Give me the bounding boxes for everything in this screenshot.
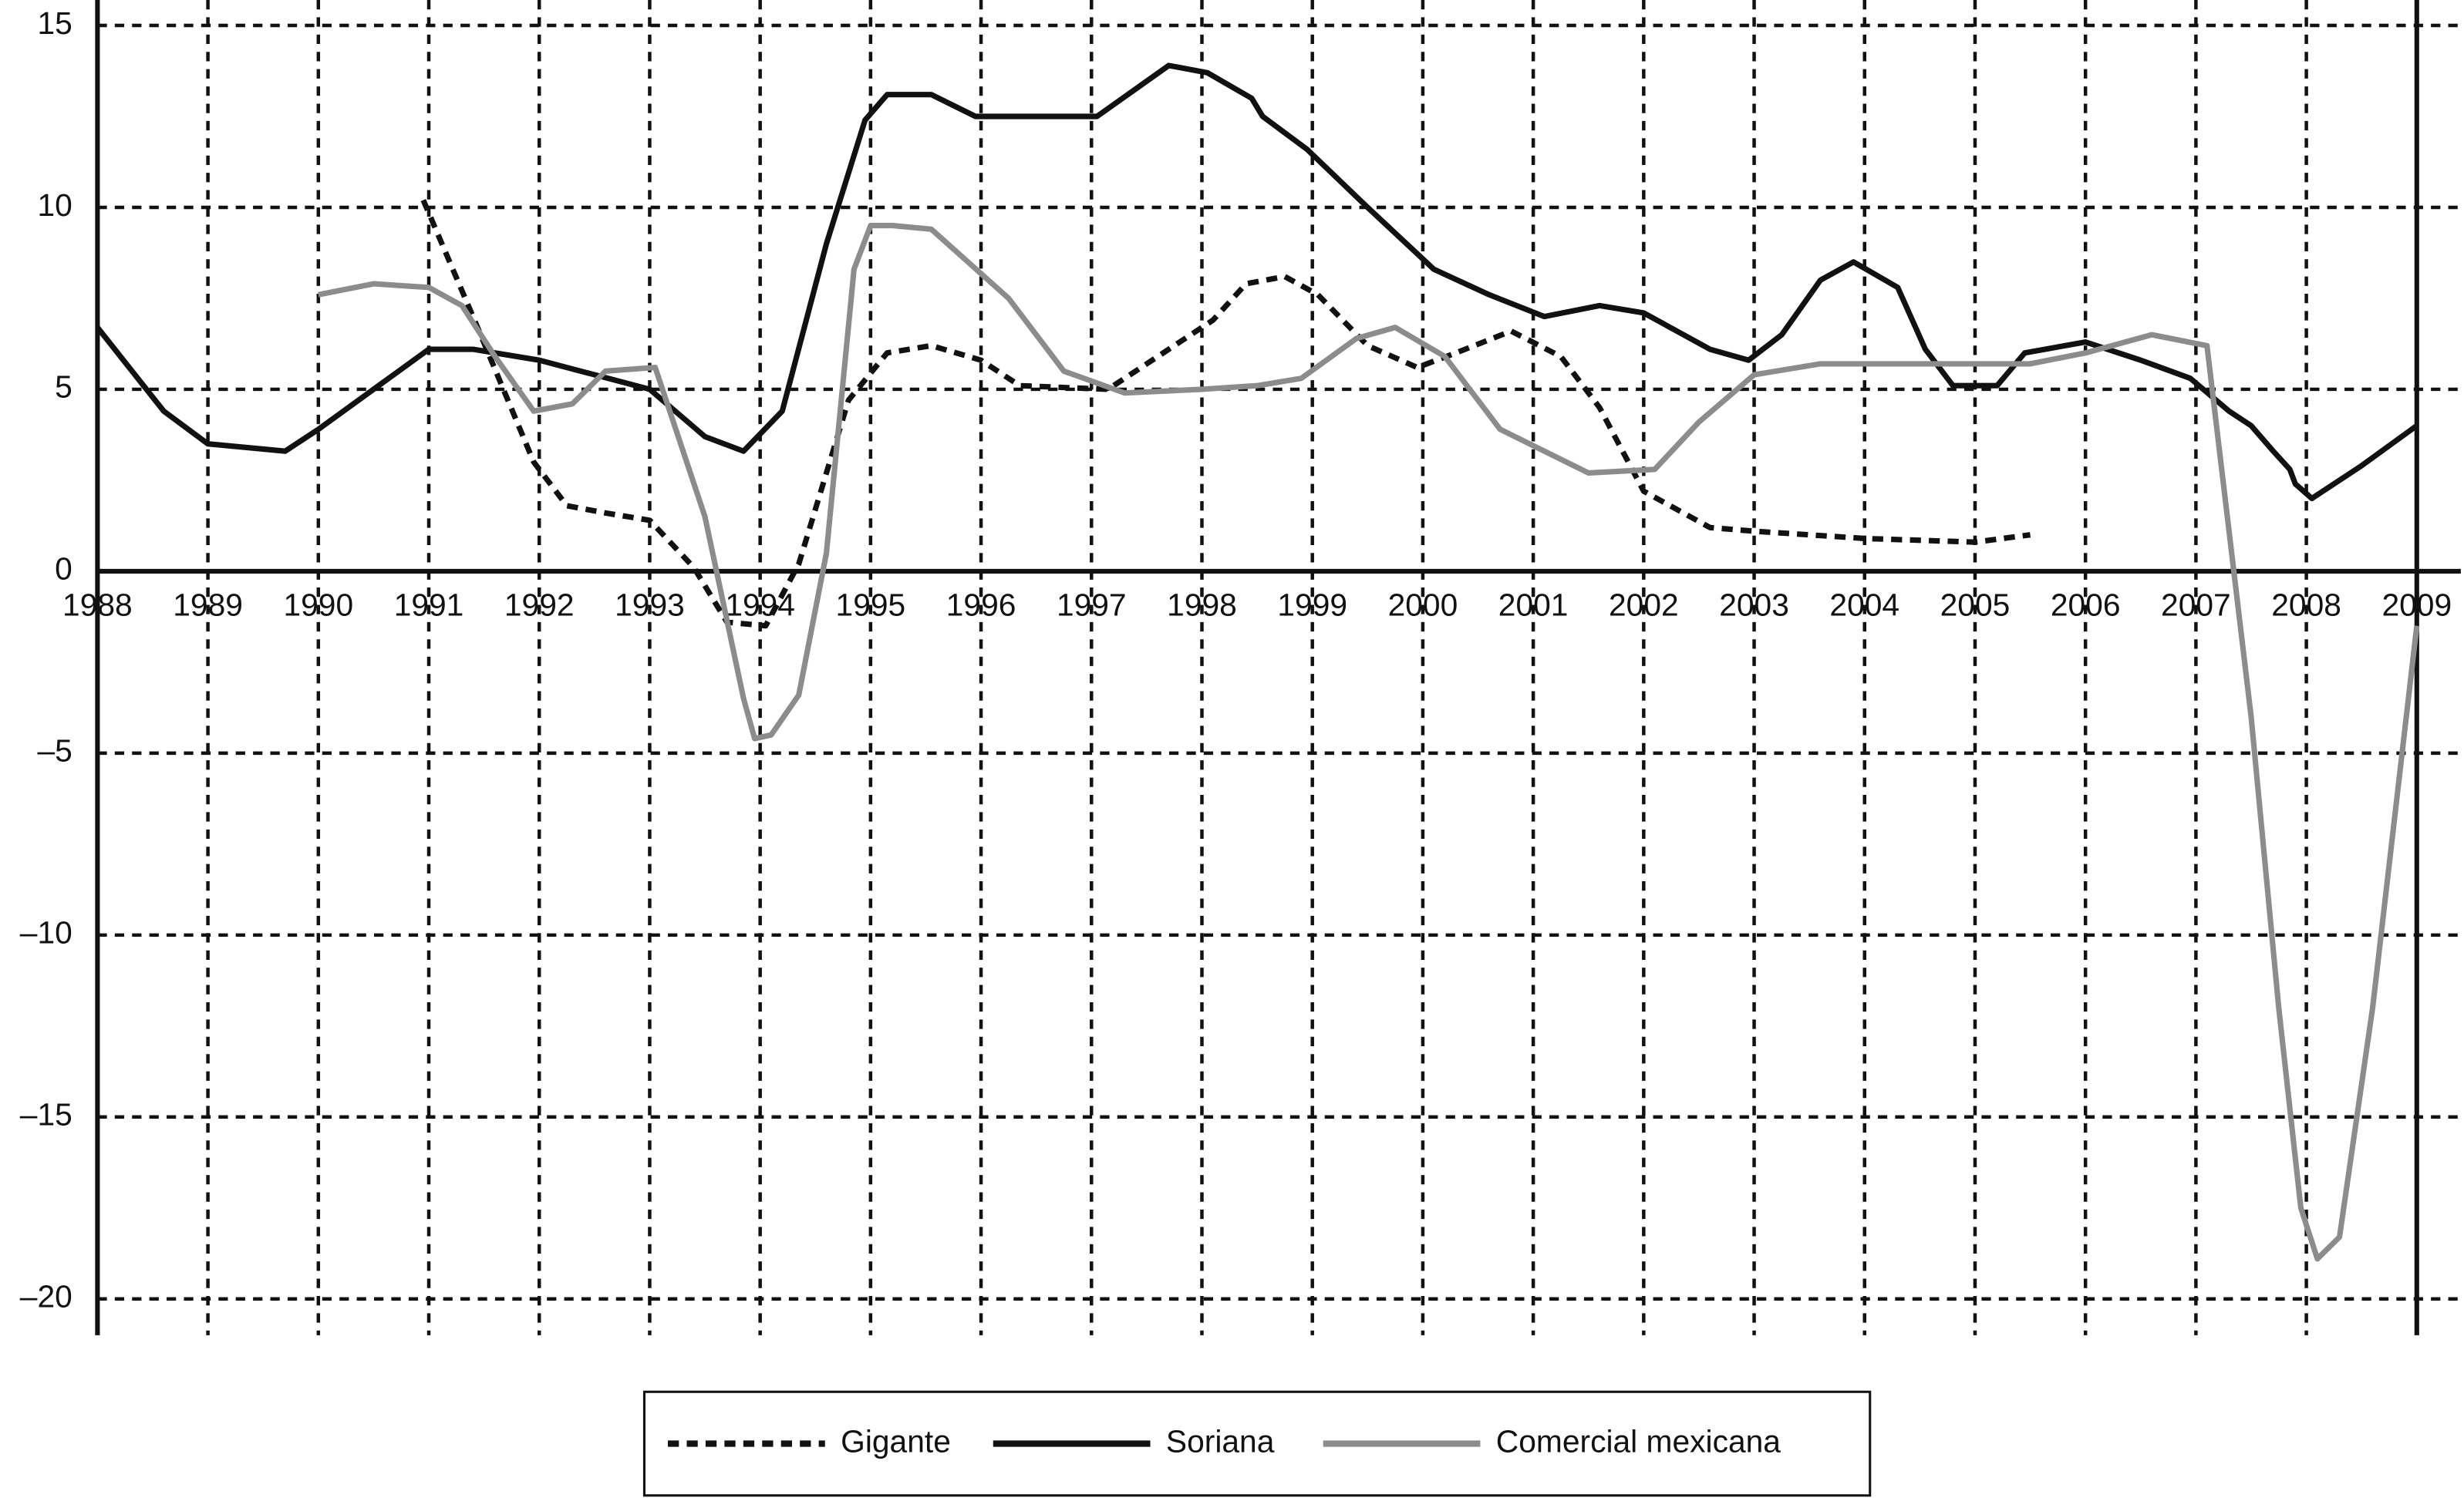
x-tick-label: 1988 (62, 587, 133, 623)
x-tick-label: 1998 (1167, 587, 1237, 623)
x-tick-label: 2007 (2161, 587, 2231, 623)
series-line (318, 223, 2420, 1262)
x-tick-label: 1992 (504, 587, 575, 623)
y-tick-label: –20 (20, 1278, 72, 1314)
x-tick-label: 2008 (2271, 587, 2341, 623)
x-tick-label: 2005 (1940, 587, 2011, 623)
legend-label: Gigante (841, 1423, 951, 1459)
x-tick-label: 1999 (1277, 587, 1347, 623)
x-tick-label: 1993 (615, 587, 685, 623)
x-tick-label: 2006 (2051, 587, 2121, 623)
legend-box (642, 1390, 1872, 1497)
y-tick-label: –5 (37, 733, 72, 769)
x-tick-label: 1995 (836, 587, 906, 623)
x-tick-label: 2001 (1498, 587, 1569, 623)
y-tick-label: 0 (55, 551, 72, 587)
series-line (95, 62, 2418, 502)
x-tick-label: 2004 (1829, 587, 1899, 623)
x-tick-label: 1990 (283, 587, 353, 623)
y-tick-label: 15 (37, 5, 72, 41)
y-tick-label: 5 (55, 369, 72, 405)
legend-label: Comercial mexicana (1496, 1423, 1781, 1459)
x-tick-label: 1989 (173, 587, 243, 623)
y-tick-label: –15 (20, 1097, 72, 1133)
x-tick-label: 1996 (946, 587, 1016, 623)
x-tick-label: 1997 (1057, 587, 1127, 623)
x-tick-label: 2002 (1609, 587, 1679, 623)
x-tick-label: 1991 (394, 587, 464, 623)
series-line (420, 199, 2031, 629)
legend-label: Soriana (1166, 1423, 1275, 1459)
x-tick-label: 2009 (2381, 587, 2452, 623)
x-tick-label: 2003 (1719, 587, 1789, 623)
y-tick-label: 10 (37, 187, 72, 223)
x-tick-label: 2000 (1388, 587, 1458, 623)
y-tick-label: –10 (20, 915, 72, 951)
